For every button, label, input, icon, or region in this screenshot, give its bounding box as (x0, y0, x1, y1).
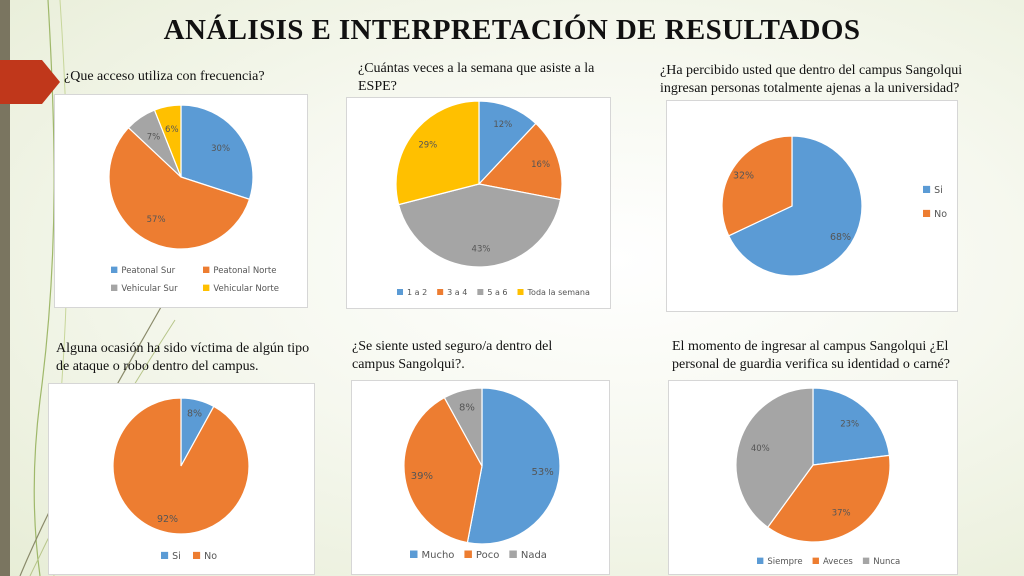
legend-swatch-nada (509, 550, 517, 558)
pie-chart-access: 30% 57% 7% 6% Peatonal Sur Peatonal Norte Vehi… (108, 104, 279, 294)
legend-swatch-poco (464, 550, 472, 558)
legend-swatch-peatonal-norte (203, 266, 210, 273)
legend-label-si: Si (172, 551, 181, 562)
legend-label-mucho: Mucho (422, 550, 455, 561)
chart-legend: Si No (161, 551, 217, 562)
data-label-3-a-4: 16% (531, 160, 550, 170)
chart-safety: 53% 39% 8% Mucho Poco Nada (351, 380, 610, 575)
chart-legend: Mucho Poco Nada (410, 550, 547, 561)
legend-label-si: Si (934, 185, 943, 196)
data-label-nada: 8% (459, 403, 475, 414)
data-label-peatonal-sur: 30% (211, 144, 230, 154)
chart-guard-check: 23% 37% 40% Siempre Aveces Nunca (668, 380, 958, 575)
legend-swatch-siempre (757, 557, 764, 564)
pie-slice-vehicular-norte (153, 104, 182, 178)
data-label-si: 68% (830, 232, 851, 243)
legend-swatch-1-a-2 (397, 289, 403, 295)
data-label-5-a-6: 43% (472, 245, 491, 255)
data-label-vehicular-sur: 7% (147, 133, 161, 143)
legend-label-peatonal-sur: Peatonal Sur (121, 266, 175, 276)
pie-slice-5-a-6 (397, 183, 562, 268)
pie-chart-outsiders: 68% 32% Si No (721, 135, 947, 277)
chart-legend: 1 a 2 3 a 4 5 a 6 Toda la semana (397, 288, 590, 297)
pie-slice-nunca (735, 387, 814, 529)
legend-swatch-peatonal-sur (111, 266, 118, 273)
data-label-toda-la-semana: 29% (418, 140, 437, 150)
legend-label-vehicular-sur: Vehicular Sur (121, 284, 178, 294)
data-label-1-a-2: 12% (493, 120, 512, 130)
pie-slice-siempre (812, 387, 891, 466)
data-label-no: 92% (157, 514, 178, 525)
chart-legend: Si No (923, 185, 947, 220)
legend-swatch-no (923, 209, 931, 217)
legend-label-no: No (934, 209, 947, 220)
legend-swatch-no (193, 551, 201, 559)
pie-slice-toda-la-semana (395, 100, 480, 206)
legend-swatch-vehicular-norte (203, 284, 210, 291)
data-label-si: 8% (187, 409, 202, 420)
data-label-no: 32% (733, 171, 754, 182)
legend-label-toda-la-semana: Toda la semana (527, 288, 590, 297)
data-label-aveces: 37% (832, 509, 851, 519)
legend-swatch-vehicular-sur (111, 284, 118, 291)
data-label-vehicular-norte: 6% (165, 125, 179, 135)
question-guard-check: El momento de ingresar al campus Sangolq… (672, 339, 950, 372)
legend-swatch-mucho (410, 550, 418, 558)
legend-label-1-a-2: 1 a 2 (407, 288, 427, 297)
chart-weekly-attendance: 12% 16% 43% 29% 1 a 2 3 a 4 5 a 6 Toda la seman… (346, 97, 611, 309)
pie-slice-si (727, 135, 863, 277)
pie-chart-weekly-attendance: 12% 16% 43% 29% 1 a 2 3 a 4 5 a 6 Toda la seman… (395, 100, 590, 297)
data-label-mucho: 53% (531, 467, 553, 478)
legend-label-3-a-4: 3 a 4 (447, 288, 467, 297)
question-weekly-attendance: ¿Cuántas veces a la semana que asiste a … (358, 61, 595, 94)
legend-swatch-toda-la-semana (517, 289, 524, 295)
chart-legend: Peatonal Sur Peatonal Norte Vehicular Sur V… (111, 266, 279, 294)
legend-label-nada: Nada (521, 550, 547, 561)
question-access: ¿Que acceso utiliza con frecuencia? (64, 69, 265, 84)
pie-slice-peatonal-norte (108, 126, 251, 250)
legend-label-poco: Poco (476, 550, 499, 561)
legend-swatch-3-a-4 (437, 289, 444, 295)
legend-label-peatonal-norte: Peatonal Norte (213, 266, 276, 276)
legend-swatch-si (161, 551, 169, 559)
data-label-peatonal-norte: 57% (147, 215, 166, 225)
legend-swatch-si (923, 185, 931, 193)
pie-chart-victim: 8% 92% Si No (112, 397, 250, 562)
chart-access: 30% 57% 7% 6% Peatonal Sur Peatonal Norte Vehi… (54, 94, 308, 308)
data-label-nunca: 40% (751, 444, 770, 454)
legend-swatch-nunca (862, 557, 870, 564)
pie-chart-safety: 53% 39% 8% Mucho Poco Nada (403, 387, 561, 561)
legend-label-nunca: Nunca (873, 557, 900, 567)
legend-label-no: No (204, 551, 217, 562)
question-victim: Alguna ocasión ha sido víctima de algún … (56, 341, 310, 374)
pie-chart-guard-check: 23% 37% 40% Siempre Aveces Nunca (735, 387, 900, 567)
left-decorative-band (0, 0, 10, 576)
red-arrow-marker (0, 60, 60, 104)
pie-slice-poco (403, 396, 483, 544)
legend-label-vehicular-norte: Vehicular Norte (213, 284, 279, 294)
legend-label-aveces: Aveces (823, 557, 853, 567)
data-label-siempre: 23% (840, 419, 859, 429)
question-safety: ¿Se siente usted seguro/a dentro del cam… (352, 339, 553, 372)
pie-slice-no (112, 397, 250, 535)
chart-victim: 8% 92% Si No (48, 383, 315, 575)
legend-label-siempre: Siempre (767, 557, 802, 567)
pie-slice-1-a-2 (478, 100, 537, 186)
pie-slice-3-a-4 (477, 122, 563, 201)
pie-slice-mucho (466, 387, 561, 545)
legend-swatch-aveces (812, 557, 819, 564)
pie-slice-aveces (766, 454, 891, 543)
chart-legend: Siempre Aveces Nunca (757, 557, 900, 567)
page-title: ANÁLISIS E INTERPRETACIÓN DE RESULTADOS (163, 14, 861, 46)
pie-slice-no (721, 135, 793, 237)
data-label-poco: 39% (411, 471, 433, 482)
pie-slice-nada (443, 387, 483, 467)
legend-label-5-a-6: 5 a 6 (487, 288, 507, 297)
pie-slice-peatonal-sur (180, 104, 254, 201)
chart-outsiders: 68% 32% Si No (666, 100, 958, 312)
question-outsiders: ¿Ha percibido usted que dentro del campu… (660, 63, 963, 96)
legend-swatch-5-a-6 (477, 289, 484, 295)
